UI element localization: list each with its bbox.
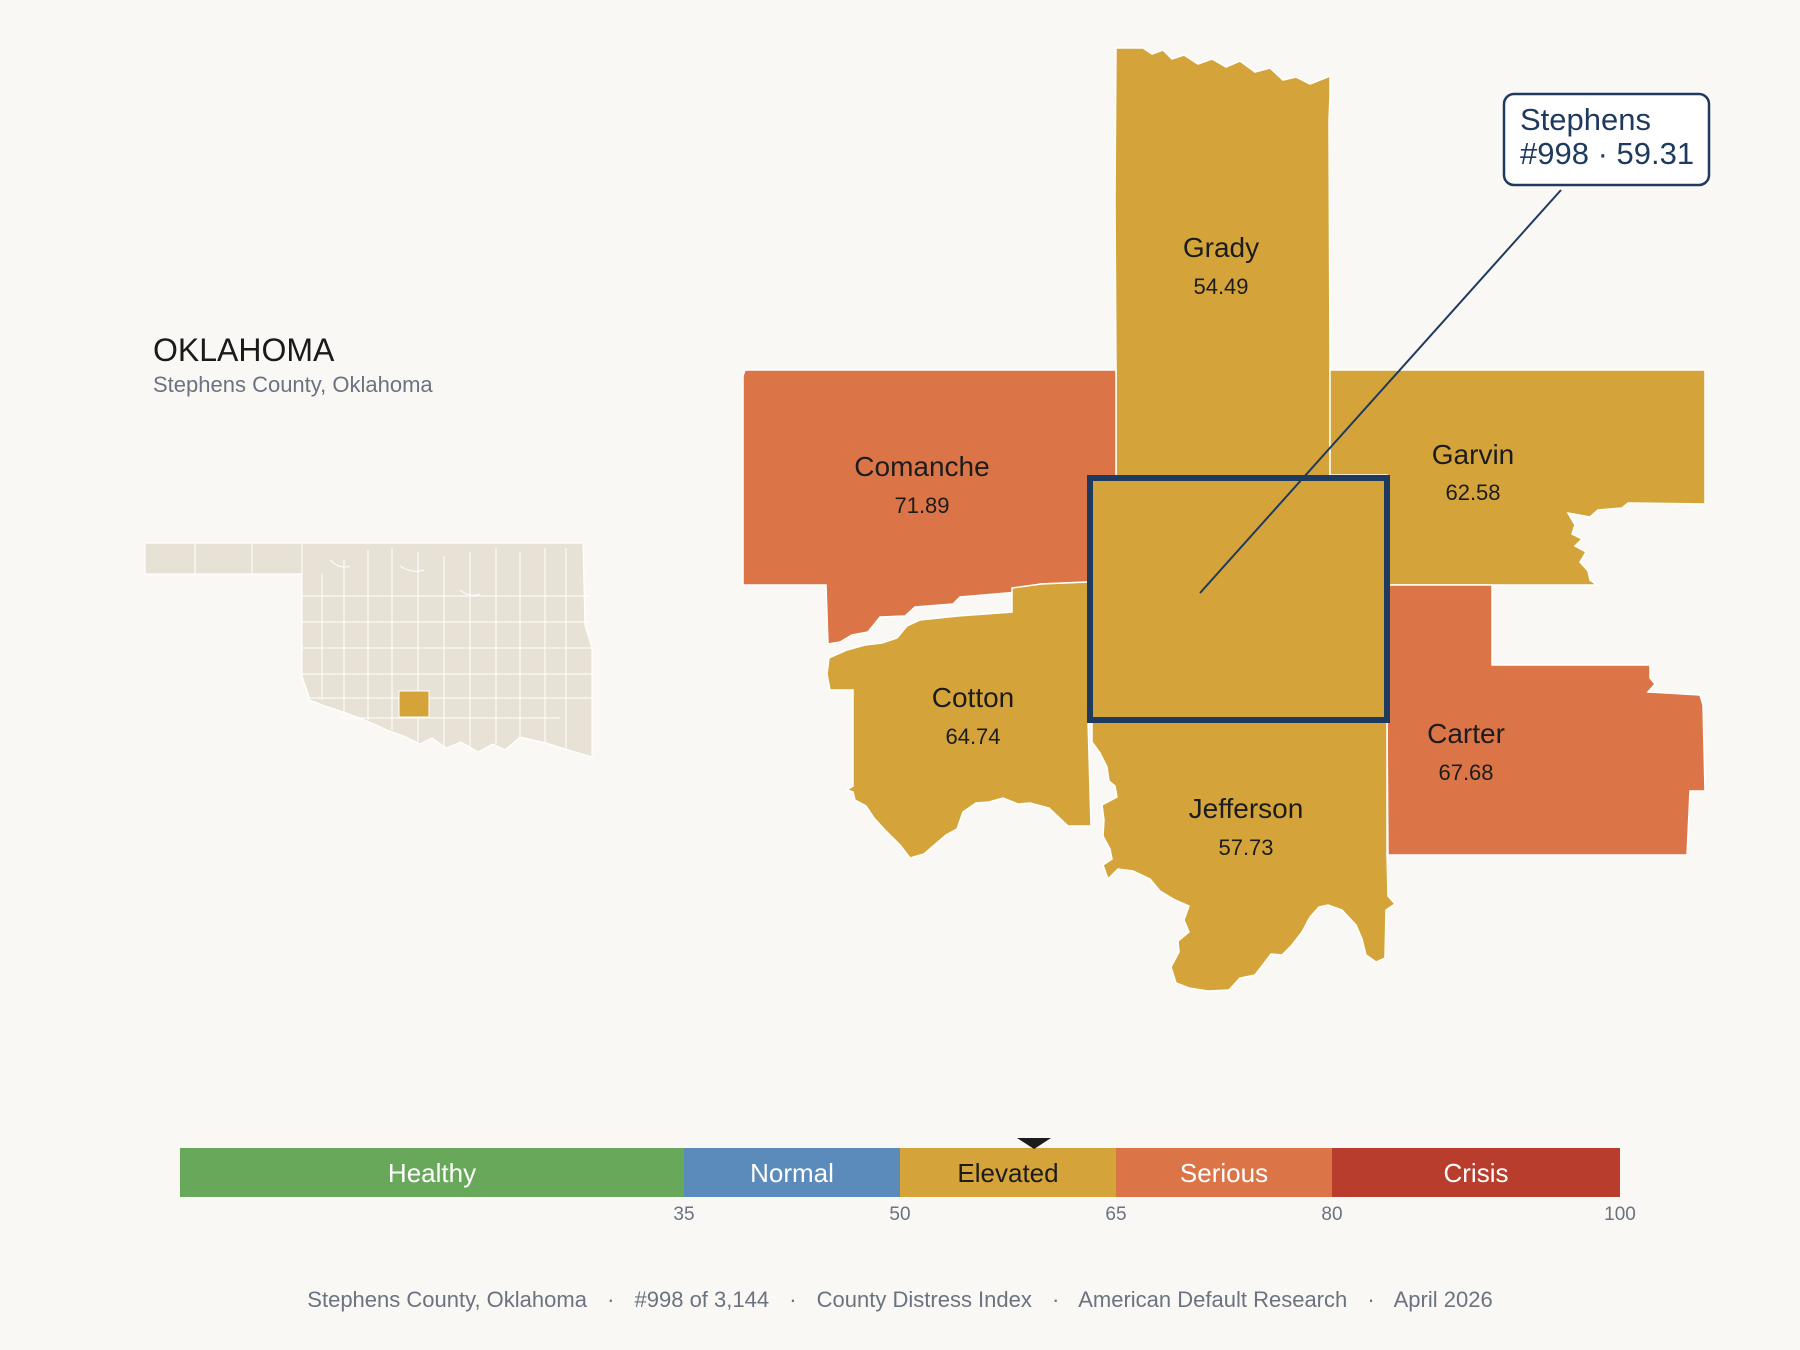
footer-caption: Stephens County, Oklahoma · #998 of 3,14…: [307, 1287, 1492, 1312]
county-cotton[interactable]: [826, 581, 1092, 859]
county-label-carter: Carter: [1427, 718, 1505, 749]
scale-label-crisis: Crisis: [1444, 1158, 1509, 1188]
county-map: [742, 47, 1706, 992]
footer-county: Stephens County, Oklahoma: [307, 1287, 587, 1312]
county-score-garvin: 62.58: [1445, 480, 1500, 505]
footer-rank: #998 of 3,144: [635, 1287, 770, 1312]
callout-county-name: Stephens: [1520, 102, 1651, 137]
scale-label-serious: Serious: [1180, 1158, 1268, 1188]
state-subtitle: Stephens County, Oklahoma: [153, 372, 433, 397]
county-score-carter: 67.68: [1438, 760, 1493, 785]
county-score-comanche: 71.89: [894, 493, 949, 518]
inset-county-lines: [194, 543, 592, 752]
scale-tick-50: 50: [889, 1204, 910, 1225]
footer-sep-2: ·: [789, 1287, 796, 1312]
county-carter[interactable]: [1386, 584, 1706, 856]
footer-sep-3: ·: [1052, 1287, 1059, 1312]
county-score-cotton: 64.74: [945, 724, 1000, 749]
county-score-grady: 54.49: [1193, 274, 1248, 299]
county-score-jefferson: 57.73: [1218, 835, 1273, 860]
county-label-comanche: Comanche: [854, 451, 989, 482]
scale-label-elevated: Elevated: [957, 1158, 1058, 1188]
scale-band-elevated: [900, 1148, 1116, 1197]
county-label-jefferson: Jefferson: [1189, 793, 1304, 824]
footer-sep-1: ·: [607, 1287, 614, 1312]
scale-band-normal: [684, 1148, 900, 1197]
inset-state-map: [144, 542, 593, 758]
county-labels: Grady 54.49 Comanche 71.89 Garvin 62.58 …: [854, 232, 1514, 860]
distress-scale: Healthy Normal Elevated Serious Crisis 35 50 65…: [180, 1138, 1636, 1225]
footer-source: American Default Research: [1078, 1287, 1347, 1312]
footer-date: April 2026: [1394, 1287, 1493, 1312]
callout-rank-score: #998 · 59.31: [1520, 136, 1694, 171]
scale-band-serious: [1116, 1148, 1332, 1197]
scale-tick-100: 100: [1604, 1204, 1636, 1225]
scale-tick-35: 35: [673, 1204, 694, 1225]
footer-sep-4: ·: [1367, 1287, 1374, 1312]
callout: Stephens #998 · 59.31: [1199, 92, 1711, 594]
county-label-grady: Grady: [1183, 232, 1259, 263]
county-label-garvin: Garvin: [1432, 439, 1514, 470]
scale-label-healthy: Healthy: [388, 1158, 476, 1188]
scale-band-crisis: [1332, 1148, 1620, 1197]
scale-tick-65: 65: [1105, 1204, 1126, 1225]
scale-label-normal: Normal: [750, 1158, 834, 1188]
scale-band-healthy: [180, 1148, 684, 1197]
scale-marker-icon: [1017, 1138, 1052, 1149]
callout-leader-line: [1199, 189, 1562, 594]
state-title: OKLAHOMA: [153, 332, 335, 368]
county-jefferson[interactable]: [1091, 719, 1397, 992]
county-label-cotton: Cotton: [932, 682, 1015, 713]
callout-box: [1502, 92, 1711, 187]
footer-index: County Distress Index: [817, 1287, 1032, 1312]
inset-focus-county: [398, 690, 430, 718]
county-stephens[interactable]: [1087, 475, 1390, 723]
scale-tick-80: 80: [1321, 1204, 1342, 1225]
